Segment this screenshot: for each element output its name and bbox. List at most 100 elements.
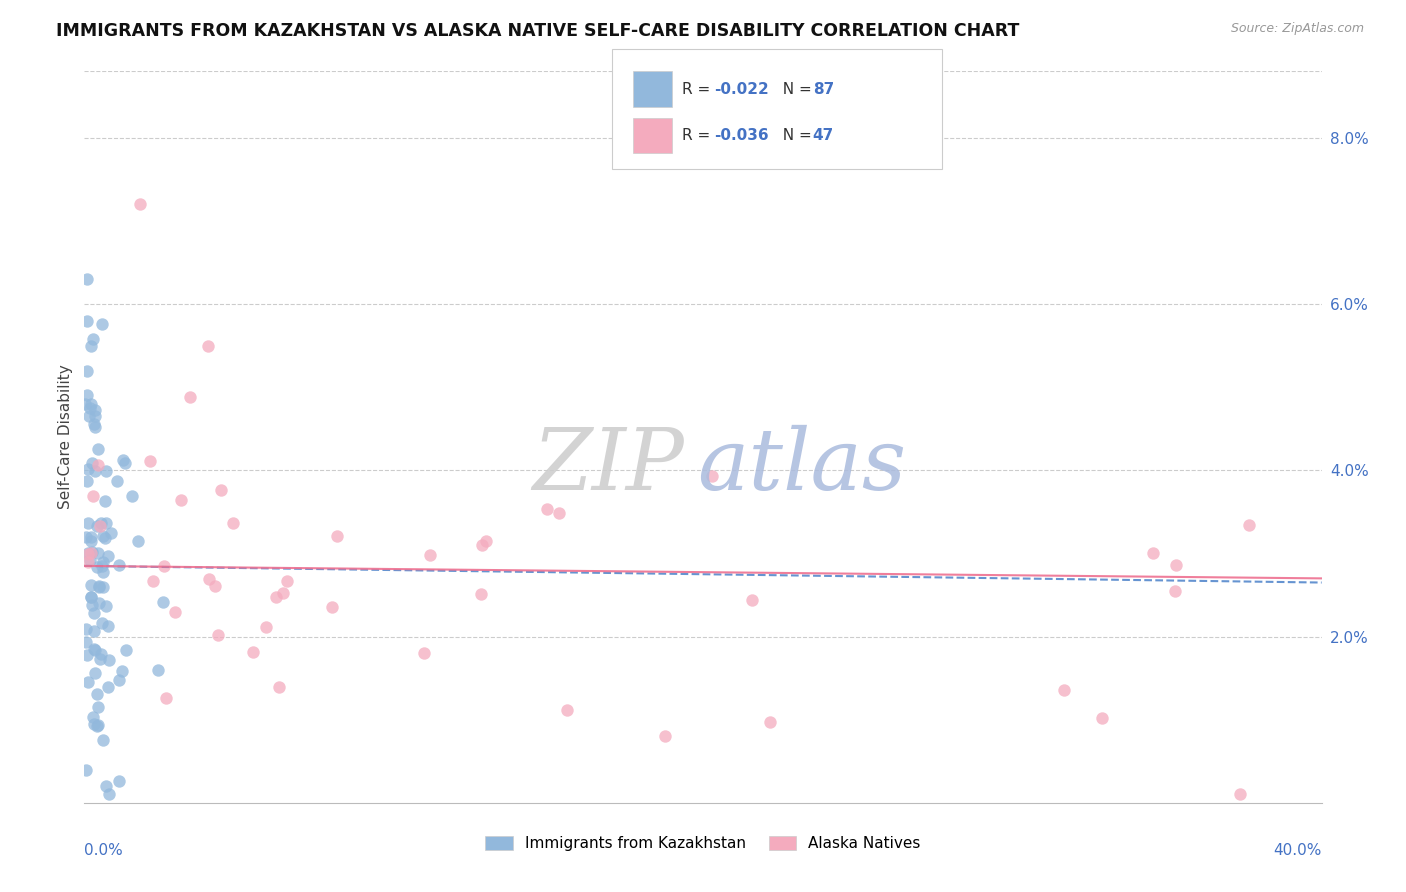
Point [548,506,571,520]
Point [89,596,111,610]
Point [82,598,104,612]
Point [80,590,103,604]
Point [77,409,100,423]
Point [97,619,120,633]
Point [77,555,100,569]
Point [325,529,347,543]
Point [90,558,112,573]
Point [94,464,117,478]
Point [77,516,100,531]
Point [79,401,101,415]
Point [86,719,108,733]
Point [83,464,105,478]
Point [91,565,114,579]
Point [759,715,782,730]
Point [79,546,101,560]
Text: R =: R = [682,82,716,96]
Point [107,774,129,789]
Point [77,462,100,476]
Point [83,420,105,434]
Point [222,516,245,530]
Point [1091,711,1114,725]
Point [80,590,103,604]
Point [146,664,169,678]
Point [76,363,98,377]
Point [97,680,120,694]
Point [76,475,98,489]
Text: ZIP: ZIP [533,425,685,508]
Point [115,642,138,657]
Point [90,615,112,630]
Point [114,456,136,470]
Point [84,666,107,681]
Point [75,622,97,636]
Point [97,549,120,563]
Point [94,493,117,508]
Point [413,647,436,661]
Point [89,519,111,533]
Point [75,530,97,544]
Point [73,396,96,410]
Point [209,483,232,498]
Point [242,644,264,658]
Point [155,691,177,706]
Point [79,338,101,352]
Point [96,599,118,613]
Text: 0.0%: 0.0% [84,843,124,858]
Point [91,529,114,543]
Point [702,468,724,483]
Point [111,664,134,678]
Point [76,648,98,663]
Point [79,397,101,411]
Point [741,592,763,607]
Point [87,546,110,560]
Point [98,653,121,667]
Point [97,788,120,802]
Point [91,318,114,332]
Point [83,606,105,620]
Point [152,559,174,574]
Point [142,574,165,588]
Point [91,580,114,594]
Point [83,624,105,639]
Point [1142,546,1164,560]
Point [1052,683,1074,698]
Text: Source: ZipAtlas.com: Source: ZipAtlas.com [1230,22,1364,36]
Point [83,717,105,731]
Point [80,530,103,544]
Point [87,579,110,593]
Point [474,533,496,548]
Point [108,673,131,687]
Point [83,409,105,423]
Point [75,763,97,777]
Point [107,558,129,573]
Point [82,332,104,346]
Point [204,579,226,593]
Point [1229,788,1251,802]
Text: -0.036: -0.036 [714,128,769,143]
Text: 87: 87 [813,82,834,96]
Point [89,651,111,665]
Point [163,605,186,619]
Text: N =: N = [773,128,817,143]
Point [76,272,98,286]
Point [80,533,103,548]
Point [91,555,114,569]
Point [86,559,108,574]
Point [79,552,101,566]
Point [91,733,114,747]
Text: N =: N = [773,82,817,96]
Point [83,641,105,656]
Point [555,703,578,717]
Point [139,453,162,467]
Point [76,388,98,402]
Point [197,338,219,352]
Point [90,647,112,661]
Point [179,390,201,404]
Point [321,599,343,614]
Point [89,580,111,594]
Point [271,586,294,600]
Point [470,587,492,601]
Point [267,680,290,694]
Point [75,635,97,649]
